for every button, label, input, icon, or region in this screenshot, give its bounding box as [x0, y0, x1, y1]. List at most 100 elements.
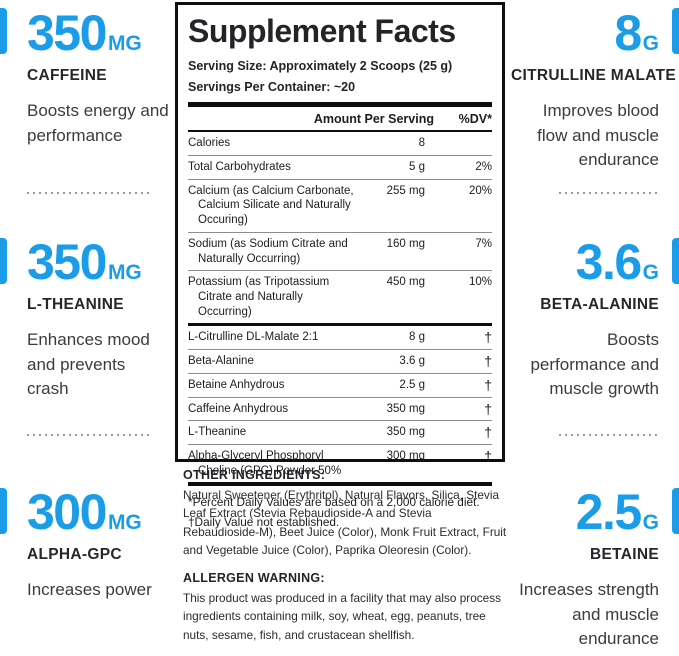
cropped-digit-fragment [0, 488, 7, 534]
row-daily-value: † [484, 448, 492, 465]
callout-beta-alanine: 3.6G BETA-ALANINE Boosts performance and… [511, 237, 659, 402]
facts-row: Potassium (as Tripotassium Citrate and N… [188, 270, 492, 323]
row-daily-value: † [484, 376, 492, 393]
ingredient-name: BETAINE [590, 546, 659, 563]
section-rule [188, 323, 492, 327]
supplement-facts-panel: Supplement Facts Serving Size: Approxima… [175, 2, 505, 529]
row-amount: 160 mg [386, 237, 425, 250]
amount-unit: G [642, 261, 659, 284]
row-amount: 2.5 g [399, 378, 425, 391]
facts-column-header: Amount Per Serving %DV* [188, 107, 492, 130]
cropped-digit-fragment [672, 238, 679, 284]
row-amount: 8 [418, 137, 425, 150]
row-ingredient-name: Betaine Anhydrous [188, 378, 285, 391]
amount-unit: MG [107, 261, 142, 284]
callout-amount: 350MG [27, 8, 169, 58]
callout-betaine: 2.5G BETAINE Increases strength and musc… [511, 487, 659, 652]
row-nutrient-name: Potassium (as Tripotassium Citrate and N… [188, 276, 330, 318]
dotted-divider [27, 434, 153, 436]
below-panel-text: OTHER INGREDIENTS: Natural Sweetener (Er… [183, 468, 507, 656]
amount-value: 8 [614, 5, 642, 61]
row-amount: 255 mg [386, 184, 425, 197]
facts-row: Beta-Alanine 3.6 g † [188, 349, 492, 373]
ingredient-description: Increases power [27, 580, 152, 599]
callout-amount: 2.5G [511, 487, 659, 537]
row-ingredient-name: L-Citrulline DL-Malate 2:1 [188, 331, 319, 344]
row-amount: 350 mg [386, 426, 425, 439]
row-daily-value: 10% [468, 276, 492, 289]
amount-value: 350 [27, 234, 107, 290]
panel-title: Supplement Facts [188, 13, 456, 49]
ingredient-name: CITRULLINE MALATE [511, 67, 676, 84]
amount-value: 300 [27, 484, 107, 540]
cropped-digit-fragment [0, 238, 7, 284]
callout-amount: 350MG [27, 237, 169, 287]
ingredient-description: Improves blood flow and muscle endurance [537, 101, 659, 170]
row-amount: 450 mg [386, 276, 425, 289]
ingredient-description: Increases strength and muscle endurance [519, 580, 659, 649]
servings-per-container: Servings Per Container: ~20 [188, 80, 356, 95]
other-ingredients-heading: OTHER INGREDIENTS: [183, 468, 326, 482]
facts-row: L-Citrulline DL-Malate 2:1 8 g † [188, 326, 492, 349]
dv-header: %DV* [458, 112, 492, 127]
amount-unit: G [642, 511, 659, 534]
nutrient-rows: Calories 8 Total Carbohydrates 5 g 2% Ca… [188, 132, 492, 323]
amount-per-serving-header: Amount Per Serving [313, 112, 434, 127]
row-ingredient-name: Beta-Alanine [188, 355, 254, 368]
cropped-digit-fragment [672, 8, 679, 54]
dotted-divider [559, 434, 659, 436]
facts-row: Sodium (as Sodium Citrate and Naturally … [188, 231, 492, 270]
callout-alpha-gpc: 300MG ALPHA-GPC Increases power [27, 487, 169, 603]
ingredient-description: Boosts performance and muscle growth [530, 330, 659, 399]
footnote-rule [188, 482, 492, 487]
ingredient-name: L-THEANINE [27, 296, 124, 313]
row-daily-value: † [484, 353, 492, 370]
row-nutrient-name: Calcium (as Calcium Carbonate, Calcium S… [188, 184, 354, 227]
row-daily-value: † [484, 400, 492, 417]
row-nutrient-name: Calories [188, 137, 231, 150]
row-daily-value: 2% [475, 160, 492, 173]
ingredient-description: Boosts energy and performance [27, 101, 169, 145]
amount-unit: MG [107, 32, 142, 55]
supplement-rows: L-Citrulline DL-Malate 2:1 8 g † Beta-Al… [188, 326, 492, 482]
ingredient-name: BETA-ALANINE [540, 296, 659, 313]
row-amount: 3.6 g [399, 355, 425, 368]
right-callout-column: 8G CITRULLINE MALATE Improves blood flow… [505, 0, 679, 648]
row-ingredient-name: Alpha-Glyceryl Phosphoryl Choline (GPC) … [188, 450, 342, 477]
ingredient-description: Enhances mood and prevents crash [27, 330, 150, 399]
dotted-divider [559, 192, 659, 194]
serving-size: Serving Size: Approximately 2 Scoops (25… [188, 59, 453, 73]
cropped-digit-fragment [672, 488, 679, 534]
facts-row: Betaine Anhydrous 2.5 g † [188, 372, 492, 397]
facts-row: Calories 8 [188, 132, 492, 155]
row-amount: 350 mg [386, 402, 425, 415]
row-ingredient-name: Caffeine Anhydrous [188, 402, 289, 415]
row-ingredient-name: L-Theanine [188, 426, 247, 439]
callout-caffeine: 350MG CAFFEINE Boosts energy and perform… [27, 8, 169, 148]
footnote-percent-dv: *Percent Daily Values are based on a 2,0… [188, 495, 480, 510]
header-rule [188, 130, 492, 133]
row-amount: 300 mg [386, 450, 425, 463]
facts-row: Calcium (as Calcium Carbonate, Calcium S… [188, 178, 492, 232]
row-amount: 8 g [409, 331, 425, 344]
row-daily-value: † [484, 329, 492, 346]
footnote-daily-value: †Daily Value not established. [188, 515, 340, 530]
callout-amount: 8G [511, 8, 659, 58]
row-amount: 5 g [409, 160, 425, 173]
facts-row: Alpha-Glyceryl Phosphoryl Choline (GPC) … [188, 444, 492, 482]
callout-amount: 300MG [27, 487, 169, 537]
row-nutrient-name: Sodium (as Sodium Citrate and Naturally … [188, 237, 348, 265]
left-callout-column: 350MG CAFFEINE Boosts energy and perform… [0, 0, 175, 632]
row-daily-value: 20% [468, 184, 492, 197]
amount-unit: G [642, 32, 659, 55]
facts-row: Caffeine Anhydrous 350 mg † [188, 396, 492, 421]
callout-amount: 3.6G [511, 237, 659, 287]
amount-unit: MG [107, 511, 142, 534]
other-ingredients-text: Natural Sweetener (Erythritol), Natural … [183, 488, 507, 557]
footnotes: *Percent Daily Values are based on a 2,0… [188, 486, 492, 541]
row-daily-value: 7% [475, 237, 492, 250]
row-daily-value: † [484, 424, 492, 441]
allergen-warning-heading: ALLERGEN WARNING: [183, 571, 325, 586]
amount-value: 2.5 [575, 484, 643, 540]
facts-row: Total Carbohydrates 5 g 2% [188, 154, 492, 179]
